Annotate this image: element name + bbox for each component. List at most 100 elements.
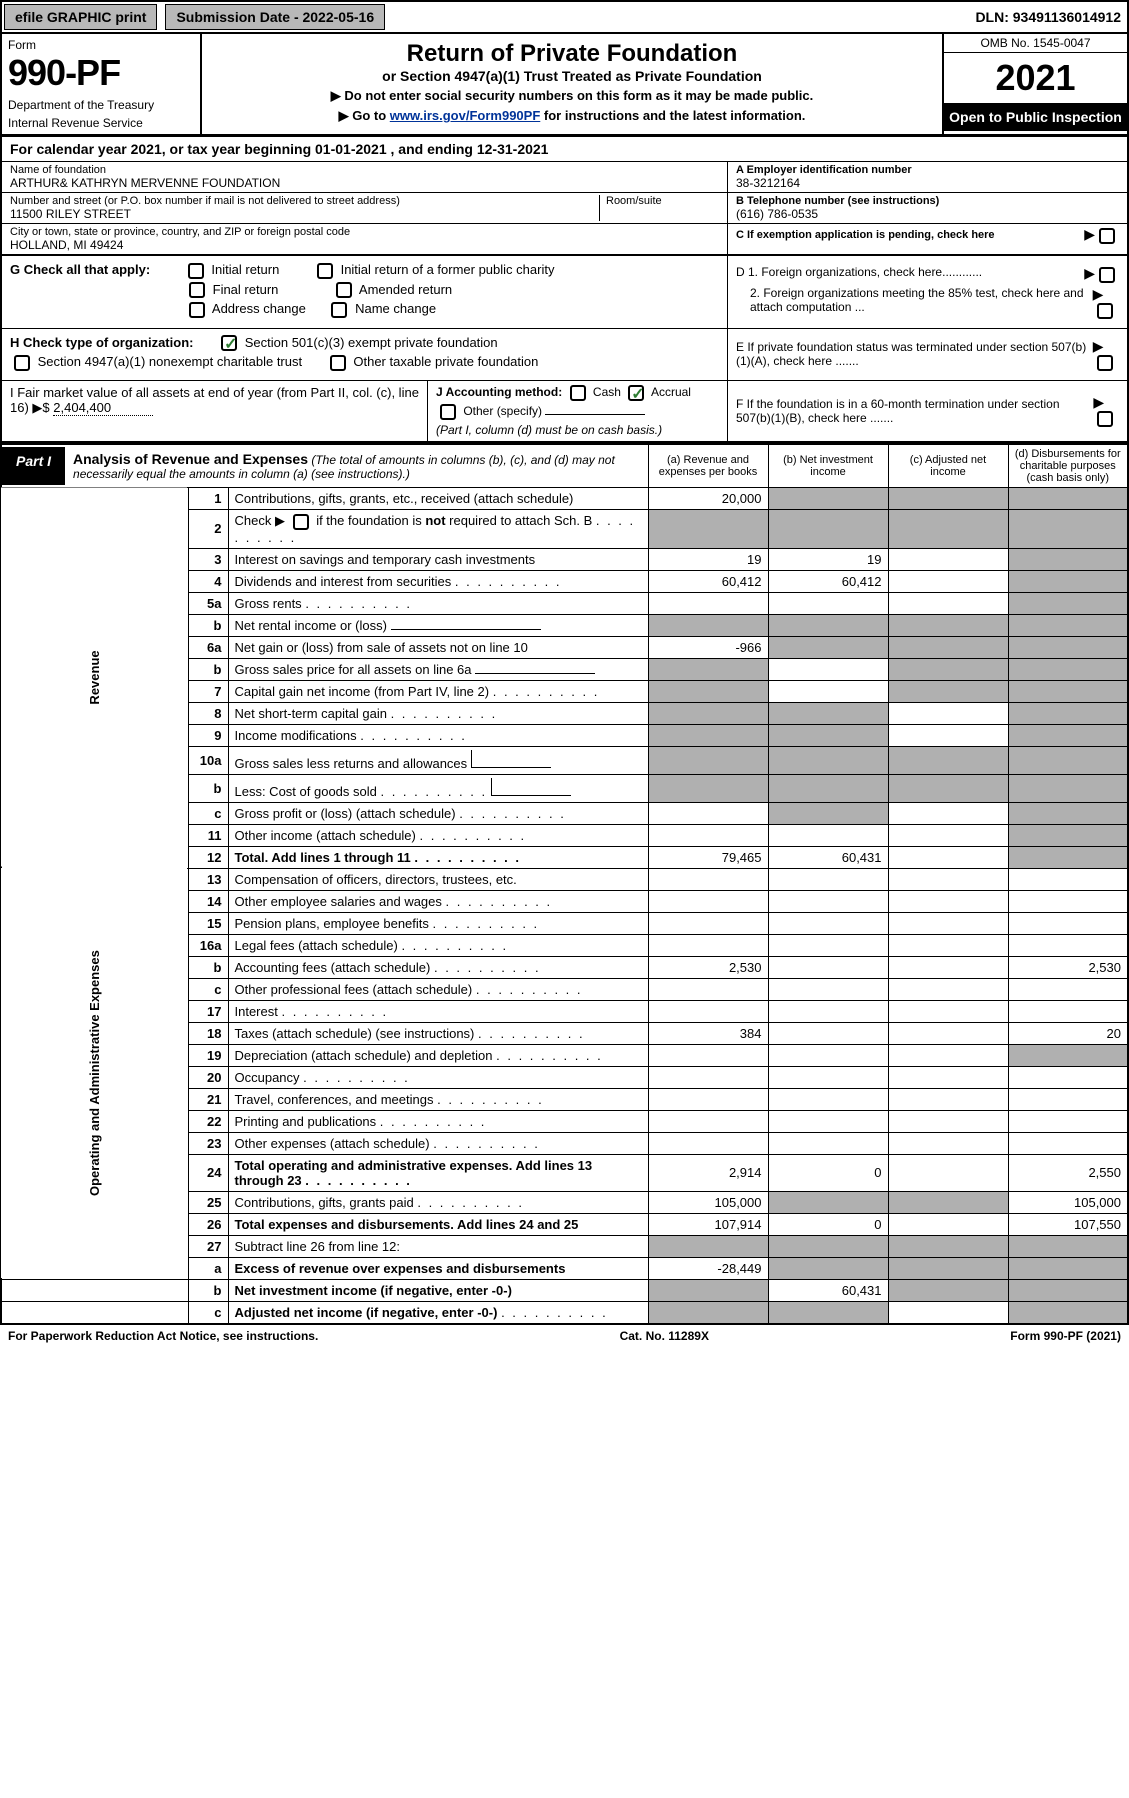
ssn-warning: ▶ Do not enter social security numbers o… bbox=[212, 88, 932, 104]
r10b-desc: Less: Cost of goods sold bbox=[228, 774, 648, 802]
address-change-checkbox[interactable] bbox=[189, 302, 205, 318]
catalog-no: Cat. No. 11289X bbox=[620, 1329, 709, 1343]
city-state-zip: HOLLAND, MI 49424 bbox=[10, 238, 719, 252]
r22-desc: Printing and publications bbox=[228, 1110, 648, 1132]
r16a-desc: Legal fees (attach schedule) bbox=[228, 934, 648, 956]
phone-value: (616) 786-0535 bbox=[736, 207, 1119, 221]
d2-checkbox[interactable] bbox=[1097, 303, 1113, 319]
r27c-num: c bbox=[188, 1301, 228, 1324]
r1-d bbox=[1008, 487, 1128, 509]
r6b-desc: Gross sales price for all assets on line… bbox=[228, 658, 648, 680]
r5a-num: 5a bbox=[188, 592, 228, 614]
r7-desc: Capital gain net income (from Part IV, l… bbox=[228, 680, 648, 702]
r26-num: 26 bbox=[188, 1213, 228, 1235]
r10b-num: b bbox=[188, 774, 228, 802]
form-header: Form 990-PF Department of the Treasury I… bbox=[0, 34, 1129, 137]
e-checkbox[interactable] bbox=[1097, 355, 1113, 371]
sch-b-checkbox[interactable] bbox=[293, 514, 309, 530]
r15-desc: Pension plans, employee benefits bbox=[228, 912, 648, 934]
4947-checkbox[interactable] bbox=[14, 355, 30, 371]
other-taxable-label: Other taxable private foundation bbox=[353, 354, 538, 369]
e-label: E If private foundation status was termi… bbox=[736, 340, 1093, 368]
r26-d: 107,550 bbox=[1008, 1213, 1128, 1235]
r16c-num: c bbox=[188, 978, 228, 1000]
name-label: Name of foundation bbox=[10, 164, 719, 176]
r24-a: 2,914 bbox=[648, 1154, 768, 1191]
form-label: Form bbox=[8, 38, 194, 52]
h-e-row: H Check type of organization: Section 50… bbox=[0, 329, 1129, 381]
c-checkbox[interactable] bbox=[1099, 228, 1115, 244]
d1-checkbox[interactable] bbox=[1099, 267, 1115, 283]
501c3-label: Section 501(c)(3) exempt private foundat… bbox=[245, 335, 498, 350]
goto-suffix: for instructions and the latest informat… bbox=[544, 108, 805, 123]
r4-desc: Dividends and interest from securities bbox=[228, 570, 648, 592]
former-charity-checkbox[interactable] bbox=[317, 263, 333, 279]
r12-b: 60,431 bbox=[768, 846, 888, 868]
r10c-num: c bbox=[188, 802, 228, 824]
part1-tag: Part I bbox=[2, 447, 65, 485]
g-label: G Check all that apply: bbox=[10, 262, 150, 277]
phone-label: B Telephone number (see instructions) bbox=[736, 195, 1119, 207]
r5b-desc: Net rental income or (loss) bbox=[228, 614, 648, 636]
final-return-checkbox[interactable] bbox=[189, 282, 205, 298]
r8-desc: Net short-term capital gain bbox=[228, 702, 648, 724]
ein-label: A Employer identification number bbox=[736, 164, 1119, 176]
r16a-num: 16a bbox=[188, 934, 228, 956]
initial-return-checkbox[interactable] bbox=[188, 263, 204, 279]
h-label: H Check type of organization: bbox=[10, 335, 193, 350]
r24-b: 0 bbox=[768, 1154, 888, 1191]
col-b-header: (b) Net investment income bbox=[768, 444, 888, 488]
r18-desc: Taxes (attach schedule) (see instruction… bbox=[228, 1022, 648, 1044]
r4-b: 60,412 bbox=[768, 570, 888, 592]
r25-desc: Contributions, gifts, grants paid bbox=[228, 1191, 648, 1213]
r7-num: 7 bbox=[188, 680, 228, 702]
amended-return-checkbox[interactable] bbox=[336, 282, 352, 298]
other-taxable-checkbox[interactable] bbox=[330, 355, 346, 371]
r10a-desc: Gross sales less returns and allowances bbox=[228, 746, 648, 774]
city-label: City or town, state or province, country… bbox=[10, 226, 719, 238]
f-checkbox[interactable] bbox=[1097, 411, 1113, 427]
r16b-desc: Accounting fees (attach schedule) bbox=[228, 956, 648, 978]
name-change-checkbox[interactable] bbox=[331, 302, 347, 318]
other-method-checkbox[interactable] bbox=[440, 404, 456, 420]
r3-desc: Interest on savings and temporary cash i… bbox=[228, 548, 648, 570]
final-return-label: Final return bbox=[213, 282, 279, 297]
identification-block: Name of foundation ARTHUR& KATHRYN MERVE… bbox=[0, 162, 1129, 256]
r25-d: 105,000 bbox=[1008, 1191, 1128, 1213]
instructions-link[interactable]: www.irs.gov/Form990PF bbox=[390, 108, 541, 123]
r1-desc: Contributions, gifts, grants, etc., rece… bbox=[228, 487, 648, 509]
r18-d: 20 bbox=[1008, 1022, 1128, 1044]
street-cell: Number and street (or P.O. box number if… bbox=[2, 193, 727, 224]
r4-num: 4 bbox=[188, 570, 228, 592]
part1-title: Analysis of Revenue and Expenses (The to… bbox=[65, 447, 647, 485]
r12-desc: Total. Add lines 1 through 11 bbox=[228, 846, 648, 868]
cash-label: Cash bbox=[593, 385, 621, 399]
r21-num: 21 bbox=[188, 1088, 228, 1110]
d2-label: 2. Foreign organizations meeting the 85%… bbox=[736, 286, 1093, 319]
row-1: Revenue 1 Contributions, gifts, grants, … bbox=[1, 487, 1128, 509]
r10c-desc: Gross profit or (loss) (attach schedule) bbox=[228, 802, 648, 824]
r10a-num: 10a bbox=[188, 746, 228, 774]
col-d-header: (d) Disbursements for charitable purpose… bbox=[1008, 444, 1128, 488]
irs: Internal Revenue Service bbox=[8, 116, 194, 130]
r11-desc: Other income (attach schedule) bbox=[228, 824, 648, 846]
r2-desc: Check ▶ if the foundation is not require… bbox=[228, 509, 648, 548]
r27-desc: Subtract line 26 from line 12: bbox=[228, 1235, 648, 1257]
j-section: J Accounting method: Cash Accrual Other … bbox=[427, 381, 727, 441]
efile-print-button[interactable]: efile GRAPHIC print bbox=[4, 4, 157, 30]
r18-num: 18 bbox=[188, 1022, 228, 1044]
cash-checkbox[interactable] bbox=[570, 385, 586, 401]
accrual-checkbox[interactable] bbox=[628, 385, 644, 401]
form-number: 990-PF bbox=[8, 52, 194, 94]
header-center: Return of Private Foundation or Section … bbox=[202, 34, 942, 134]
form-ref: Form 990-PF (2021) bbox=[1010, 1329, 1121, 1343]
page-footer: For Paperwork Reduction Act Notice, see … bbox=[0, 1325, 1129, 1347]
r9-desc: Income modifications bbox=[228, 724, 648, 746]
ein-value: 38-3212164 bbox=[736, 176, 1119, 190]
r25-num: 25 bbox=[188, 1191, 228, 1213]
501c3-checkbox[interactable] bbox=[221, 335, 237, 351]
row-13: Operating and Administrative Expenses 13… bbox=[1, 868, 1128, 890]
r15-num: 15 bbox=[188, 912, 228, 934]
r5a-desc: Gross rents bbox=[228, 592, 648, 614]
calendar-year: For calendar year 2021, or tax year begi… bbox=[0, 137, 1129, 162]
